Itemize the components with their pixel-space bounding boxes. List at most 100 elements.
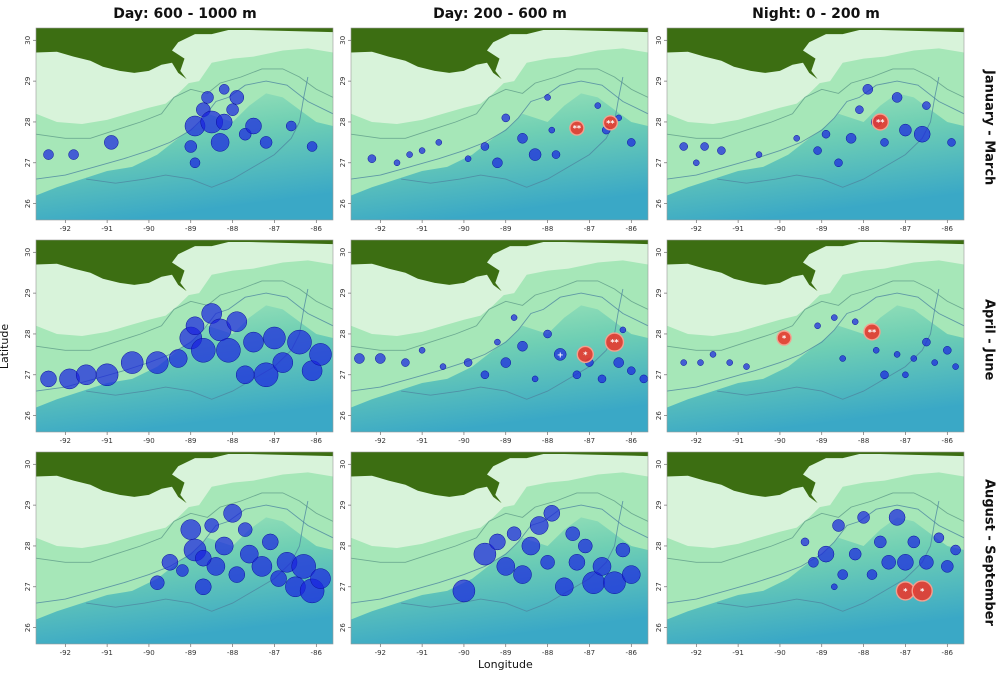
station-bubble bbox=[375, 353, 386, 364]
station-bubble bbox=[817, 545, 835, 563]
y-tick-label: 26 bbox=[655, 199, 663, 208]
station-bubble bbox=[218, 84, 230, 95]
y-tick-label: 28 bbox=[655, 541, 663, 550]
station-bubble bbox=[40, 370, 57, 388]
station-bubble bbox=[367, 154, 377, 163]
y-tick-label: 28 bbox=[655, 329, 663, 338]
x-tick-label: -89 bbox=[185, 649, 196, 657]
x-tick-label: -92 bbox=[691, 225, 702, 233]
station-bubble bbox=[401, 358, 410, 367]
station-bubble bbox=[406, 151, 413, 158]
station-bubble bbox=[950, 544, 961, 556]
y-tick-label: 27 bbox=[655, 370, 663, 379]
x-tick-label: -86 bbox=[942, 437, 954, 445]
significant-station-bubble bbox=[871, 113, 890, 131]
land-mass bbox=[351, 28, 648, 80]
column-title-day-200-600: Day: 200 - 600 m bbox=[433, 6, 567, 22]
station-bubble bbox=[837, 569, 848, 580]
station-bubble bbox=[272, 352, 294, 373]
x-tick-label: -88 bbox=[227, 225, 238, 233]
map-panel-r2-c0: -92 -91 -90 -89 -88 -87 -86 26 27 28 29 30 bbox=[24, 451, 334, 661]
y-tick-label: 26 bbox=[24, 623, 32, 632]
station-bubble bbox=[832, 519, 845, 532]
x-tick-label: -89 bbox=[816, 225, 827, 233]
station-bubble bbox=[831, 583, 838, 591]
x-tick-label: -87 bbox=[269, 649, 280, 657]
land-mass bbox=[667, 452, 964, 504]
land-mass bbox=[36, 28, 333, 80]
x-tick-label: -90 bbox=[458, 225, 469, 233]
x-tick-label: -89 bbox=[500, 437, 511, 445]
station-bubble bbox=[161, 554, 179, 571]
station-bubble bbox=[418, 347, 426, 354]
station-bubble bbox=[195, 578, 212, 596]
station-bubble bbox=[615, 542, 631, 558]
y-tick-label: 27 bbox=[24, 158, 32, 167]
x-tick-label: -86 bbox=[942, 649, 954, 657]
station-bubble bbox=[700, 142, 709, 151]
station-bubble bbox=[872, 347, 880, 354]
isobath-line bbox=[36, 68, 333, 139]
y-tick-label: 28 bbox=[655, 117, 663, 126]
x-tick-label: -91 bbox=[732, 649, 743, 657]
y-tick-label: 30 bbox=[655, 248, 663, 257]
y-tick-label: 26 bbox=[655, 411, 663, 420]
isobath-line bbox=[36, 492, 333, 563]
station-bubble bbox=[216, 338, 241, 363]
station-bubble bbox=[528, 148, 542, 161]
x-tick-label: -90 bbox=[774, 225, 785, 233]
station-bubble bbox=[310, 568, 331, 589]
significance-marker: * bbox=[583, 350, 588, 359]
x-axis-title: Longitude bbox=[478, 658, 533, 671]
station-bubble bbox=[893, 351, 901, 358]
station-bubble bbox=[717, 146, 726, 155]
station-bubble bbox=[848, 547, 862, 561]
station-bubble bbox=[226, 103, 239, 116]
station-bubble bbox=[195, 549, 212, 567]
station-bubble bbox=[480, 370, 490, 380]
station-bubble bbox=[191, 338, 216, 363]
isobath-line bbox=[717, 76, 940, 188]
x-tick-label: -91 bbox=[732, 225, 743, 233]
station-bubble bbox=[755, 151, 763, 158]
station-bubble bbox=[880, 370, 889, 380]
station-bubble bbox=[496, 557, 516, 576]
y-tick-label: 29 bbox=[339, 77, 347, 86]
station-bubble bbox=[839, 355, 846, 362]
y-tick-label: 29 bbox=[655, 77, 663, 86]
significance-marker: * bbox=[782, 334, 787, 343]
x-tick-label: -91 bbox=[732, 437, 743, 445]
panel-frame bbox=[350, 239, 649, 433]
y-tick-label: 26 bbox=[339, 199, 347, 208]
deep-water bbox=[351, 305, 648, 432]
isobath-line bbox=[86, 76, 309, 188]
station-bubble bbox=[726, 359, 733, 366]
map-panel-r0-c2: ** -92 -91 -90 -89 -88 -87 -86 26 27 28 29 30 bbox=[655, 27, 965, 237]
map-panel-r1-c2: * ** -92 -91 -90 -89 -88 -87 -86 26 27 28 29 30 bbox=[655, 239, 965, 449]
station-bubble bbox=[831, 314, 838, 321]
station-bubble bbox=[240, 544, 259, 564]
station-bubble bbox=[693, 159, 700, 167]
map-panel-r2-c2: * * -92 -91 -90 -89 -88 -87 -86 26 27 28 29 30 bbox=[655, 451, 965, 661]
station-bubble bbox=[185, 316, 205, 336]
y-tick-label: 27 bbox=[24, 582, 32, 591]
row-title-jan-mar: January - March bbox=[978, 28, 1000, 228]
station-bubble bbox=[510, 314, 518, 321]
x-tick-label: -90 bbox=[143, 437, 154, 445]
station-bubble bbox=[548, 126, 556, 134]
isobath-line bbox=[351, 504, 648, 604]
x-tick-label: -91 bbox=[101, 225, 112, 233]
y-axis-title: Latitude bbox=[0, 323, 12, 370]
x-tick-label: -87 bbox=[900, 437, 911, 445]
panel-frame bbox=[350, 451, 649, 645]
station-bubble bbox=[228, 566, 246, 583]
significance-marker: ** bbox=[573, 124, 582, 133]
x-tick-label: -88 bbox=[542, 225, 553, 233]
station-bubble bbox=[201, 91, 214, 104]
x-tick-label: -87 bbox=[584, 649, 595, 657]
isobath-line bbox=[86, 500, 309, 612]
row-title-jan-mar-text: January - March bbox=[981, 70, 997, 186]
x-tick-label: -92 bbox=[60, 225, 71, 233]
panel-frame bbox=[35, 27, 334, 221]
y-tick-label: 29 bbox=[24, 501, 32, 510]
